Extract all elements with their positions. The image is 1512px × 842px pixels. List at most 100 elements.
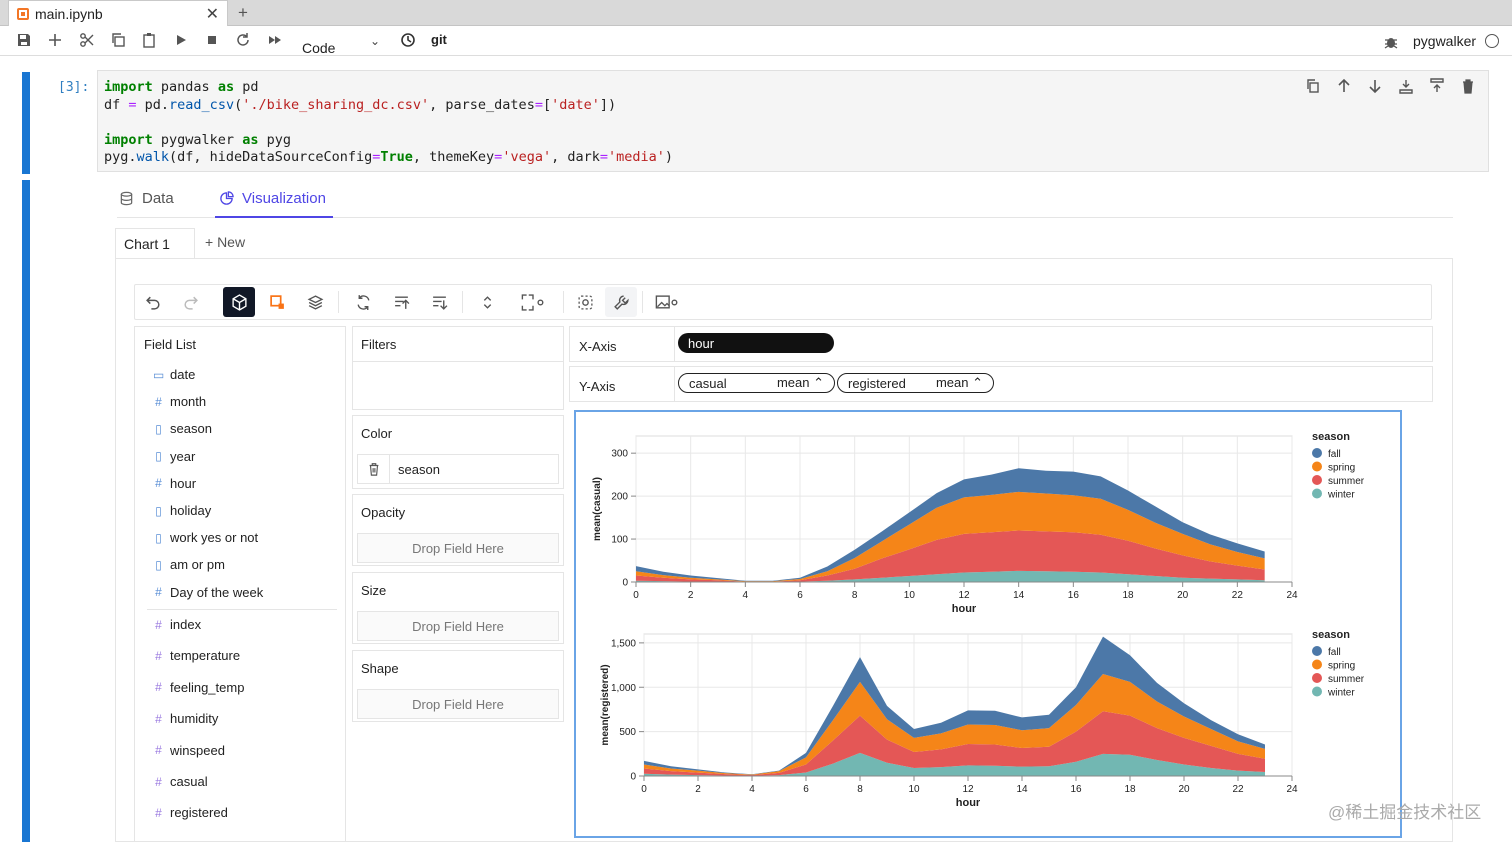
- field-name: winspeed: [170, 742, 225, 758]
- undo-icon[interactable]: [137, 287, 169, 317]
- field-item[interactable]: # index: [153, 617, 201, 632]
- legend-label: winter: [1327, 688, 1355, 699]
- new-tab-button[interactable]: +: [238, 3, 248, 22]
- transpose-icon[interactable]: [347, 287, 379, 317]
- notebook-toolbar: Code ⌄ git pygwalker: [0, 26, 1512, 56]
- y-field-name: registered: [848, 375, 906, 391]
- output-collapser[interactable]: [22, 180, 30, 842]
- run-all-icon[interactable]: [265, 30, 285, 50]
- filters-panel[interactable]: Filters: [352, 326, 564, 410]
- field-item[interactable]: # winspeed: [153, 743, 225, 758]
- field-item[interactable]: # casual: [153, 774, 208, 789]
- field-item[interactable]: # feeling_temp: [153, 680, 244, 695]
- add-cell-icon[interactable]: [45, 30, 65, 50]
- fullscreen-settings-icon[interactable]: [513, 287, 553, 317]
- stop-icon[interactable]: [202, 30, 222, 50]
- document-tab-bar: main.ipynb ✕ +: [0, 0, 1512, 26]
- code-editor[interactable]: import pandas as pd df = pd.read_csv('./…: [97, 70, 1489, 172]
- field-item[interactable]: # hour: [153, 476, 196, 491]
- aggregation-select[interactable]: mean ⌃: [935, 375, 983, 390]
- notebook-tab[interactable]: main.ipynb ✕: [8, 0, 228, 26]
- move-up-icon[interactable]: [1336, 78, 1356, 98]
- field-item[interactable]: ▯ season: [153, 421, 212, 436]
- opacity-drop-zone[interactable]: Drop Field Here: [357, 533, 559, 563]
- field-item[interactable]: ▯ am or pm: [153, 557, 225, 572]
- field-item[interactable]: # month: [153, 394, 206, 409]
- field-name: month: [170, 394, 207, 410]
- size-drop-zone[interactable]: Drop Field Here: [357, 611, 559, 641]
- new-chart-button[interactable]: + New: [205, 234, 246, 250]
- save-icon[interactable]: [14, 30, 34, 50]
- redo-icon[interactable]: [174, 287, 206, 317]
- field-item[interactable]: ▯ year: [153, 449, 195, 464]
- cell-collapser[interactable]: [22, 72, 30, 174]
- clock-icon[interactable]: [398, 30, 418, 50]
- x-tick-label: 10: [908, 784, 920, 795]
- trash-icon[interactable]: [358, 455, 390, 483]
- text-field-icon: ▯: [155, 421, 162, 436]
- close-tab-icon[interactable]: ✕: [205, 6, 219, 23]
- toolbar-divider: [563, 291, 564, 313]
- toolbar-divider: [462, 291, 463, 313]
- export-image-icon[interactable]: [647, 287, 687, 317]
- hash-icon: #: [155, 711, 162, 726]
- area-spring: [644, 673, 1265, 776]
- legend-label: spring: [1328, 661, 1355, 672]
- x-tick-label: 16: [1068, 590, 1080, 601]
- x-tick-label: 4: [743, 590, 749, 601]
- insert-above-icon[interactable]: [1398, 78, 1418, 98]
- delete-cell-icon[interactable]: [1460, 78, 1480, 98]
- field-item[interactable]: ▯ work yes or not: [153, 530, 258, 545]
- field-item[interactable]: # Day of the week: [153, 585, 263, 600]
- field-item[interactable]: # registered: [153, 805, 228, 820]
- x-tick-label: 14: [1016, 784, 1028, 795]
- aggregation-select[interactable]: mean ⌃: [776, 375, 824, 390]
- field-item[interactable]: # humidity: [153, 711, 218, 726]
- legend-label: summer: [1328, 674, 1365, 685]
- run-icon[interactable]: [171, 30, 191, 50]
- color-field-season[interactable]: season: [357, 454, 559, 484]
- move-down-icon[interactable]: [1367, 78, 1387, 98]
- y-axis-shelf[interactable]: Y-Axis casual mean ⌃ registered mean ⌃: [569, 366, 1433, 402]
- chart-canvas[interactable]: 0 2 4 6 8 10 12 14 16 18 20 22 24 0 100 200 300 hour mean(…: [574, 410, 1402, 838]
- tab-visualization[interactable]: Visualization: [219, 190, 326, 207]
- axis-resize-icon[interactable]: [471, 287, 503, 317]
- debugger-icon[interactable]: [1381, 32, 1401, 52]
- field-name: date: [170, 367, 196, 382]
- x-axis-shelf[interactable]: X-Axis hour: [569, 326, 1433, 362]
- field-name: year: [170, 448, 196, 464]
- mark-type-icon[interactable]: [223, 287, 255, 317]
- kernel-name[interactable]: pygwalker: [1413, 33, 1477, 49]
- field-item[interactable]: ▯ holiday: [153, 503, 211, 518]
- shape-drop-zone[interactable]: Drop Field Here: [357, 689, 559, 719]
- restart-icon[interactable]: [233, 30, 253, 50]
- insert-below-icon[interactable]: [1429, 78, 1449, 98]
- y-field-pill-casual[interactable]: casual mean ⌃: [678, 373, 835, 393]
- wrench-icon[interactable]: [605, 287, 637, 317]
- field-item[interactable]: # temperature: [153, 648, 240, 663]
- x-field-pill[interactable]: hour: [678, 333, 834, 353]
- sort-ascending-icon[interactable]: [385, 287, 417, 317]
- y-axis-title: mean(registered): [600, 664, 611, 745]
- duplicate-cell-icon[interactable]: [1305, 78, 1325, 98]
- x-tick-label: 2: [688, 590, 694, 601]
- field-item[interactable]: ▭ date: [153, 367, 195, 382]
- cut-icon[interactable]: [77, 30, 97, 50]
- git-button[interactable]: git: [431, 32, 447, 47]
- paste-icon[interactable]: [139, 30, 159, 50]
- field-name: casual: [170, 774, 208, 789]
- y-field-pill-registered[interactable]: registered mean ⌃: [837, 373, 994, 393]
- brush-selection-icon[interactable]: [569, 287, 601, 317]
- legend-swatch: [1312, 448, 1322, 458]
- x-tick-label: 24: [1286, 784, 1298, 795]
- chevron-down-icon[interactable]: ⌄: [370, 34, 381, 48]
- cell-type-select[interactable]: Code: [302, 40, 336, 56]
- stack-mode-icon[interactable]: [261, 287, 293, 317]
- copy-icon[interactable]: [108, 30, 128, 50]
- chart-tab-1[interactable]: Chart 1: [115, 228, 195, 258]
- tab-data[interactable]: Data: [119, 190, 174, 207]
- x-tick-label: 2: [695, 784, 701, 795]
- layers-icon[interactable]: [299, 287, 331, 317]
- area-summer: [636, 530, 1265, 582]
- sort-descending-icon[interactable]: [423, 287, 455, 317]
